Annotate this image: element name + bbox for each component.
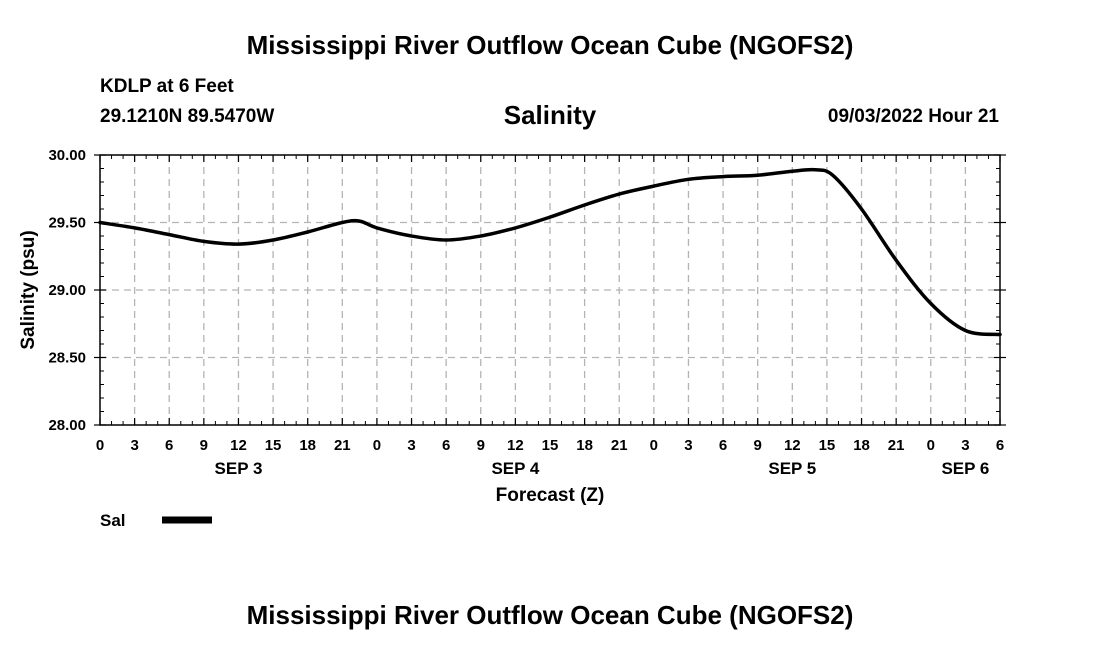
day-label: SEP 3 [215, 459, 263, 478]
day-label: SEP 4 [491, 459, 539, 478]
salinity-series-line [98, 167, 1002, 337]
x-tick-label: 0 [927, 437, 935, 454]
x-tick-label: 21 [334, 437, 351, 454]
x-tick-label: 15 [542, 437, 559, 454]
x-tick-label: 3 [961, 437, 969, 454]
y-tick-label: 29.00 [48, 282, 86, 299]
legend-label: Sal [100, 511, 126, 530]
grid-lines [100, 155, 1000, 425]
x-tick-label: 3 [130, 437, 138, 454]
x-tick-label: 21 [611, 437, 628, 454]
x-tick-label: 9 [754, 437, 762, 454]
x-tick-label: 18 [853, 437, 870, 454]
x-tick-labels: 0 3 6 9 12 15 18 21 0 3 6 9 12 15 18 21 0 3 6 9 12 15 18 21 0 3 6 [96, 437, 1004, 454]
y-tick-labels: 28.00 28.50 29.00 29.50 30.00 [48, 147, 86, 434]
x-tick-label: 18 [299, 437, 316, 454]
chart-title: Salinity [504, 100, 597, 130]
x-tick-label: 6 [719, 437, 727, 454]
x-tick-label: 0 [373, 437, 381, 454]
x-tick-label: 6 [996, 437, 1004, 454]
x-tick-label: 3 [407, 437, 415, 454]
station-name: KDLP at 6 Feet [100, 76, 234, 97]
x-tick-label: 0 [650, 437, 658, 454]
day-label: SEP 6 [941, 459, 989, 478]
page-title: Mississippi River Outflow Ocean Cube (NG… [246, 30, 854, 60]
y-tick-label: 29.50 [48, 215, 86, 232]
y-axis-label: Salinity (psu) [18, 230, 39, 349]
x-tick-label: 9 [477, 437, 485, 454]
y-tick-label: 28.00 [48, 417, 86, 434]
y-tick-label: 30.00 [48, 147, 86, 164]
footer-title: Mississippi River Outflow Ocean Cube (NG… [246, 600, 854, 630]
x-tick-label: 12 [507, 437, 524, 454]
x-tick-label: 18 [576, 437, 593, 454]
station-coordinates: 29.1210N 89.5470W [100, 106, 275, 127]
x-tick-label: 6 [442, 437, 450, 454]
x-axis-label: Forecast (Z) [496, 485, 605, 506]
x-tick-label: 12 [784, 437, 801, 454]
x-tick-label: 15 [265, 437, 282, 454]
x-tick-label: 3 [684, 437, 692, 454]
forecast-datetime: 09/03/2022 Hour 21 [827, 106, 999, 127]
x-tick-label: 12 [230, 437, 247, 454]
day-labels: SEP 3 SEP 4 SEP 5 SEP 6 [215, 459, 990, 478]
x-tick-label: 15 [819, 437, 836, 454]
y-tick-label: 28.50 [48, 350, 86, 367]
day-label: SEP 5 [768, 459, 816, 478]
x-tick-label: 6 [165, 437, 173, 454]
x-tick-label: 9 [200, 437, 208, 454]
plot-frame [99, 154, 1001, 426]
x-tick-label: 0 [96, 437, 104, 454]
x-tick-label: 21 [888, 437, 905, 454]
